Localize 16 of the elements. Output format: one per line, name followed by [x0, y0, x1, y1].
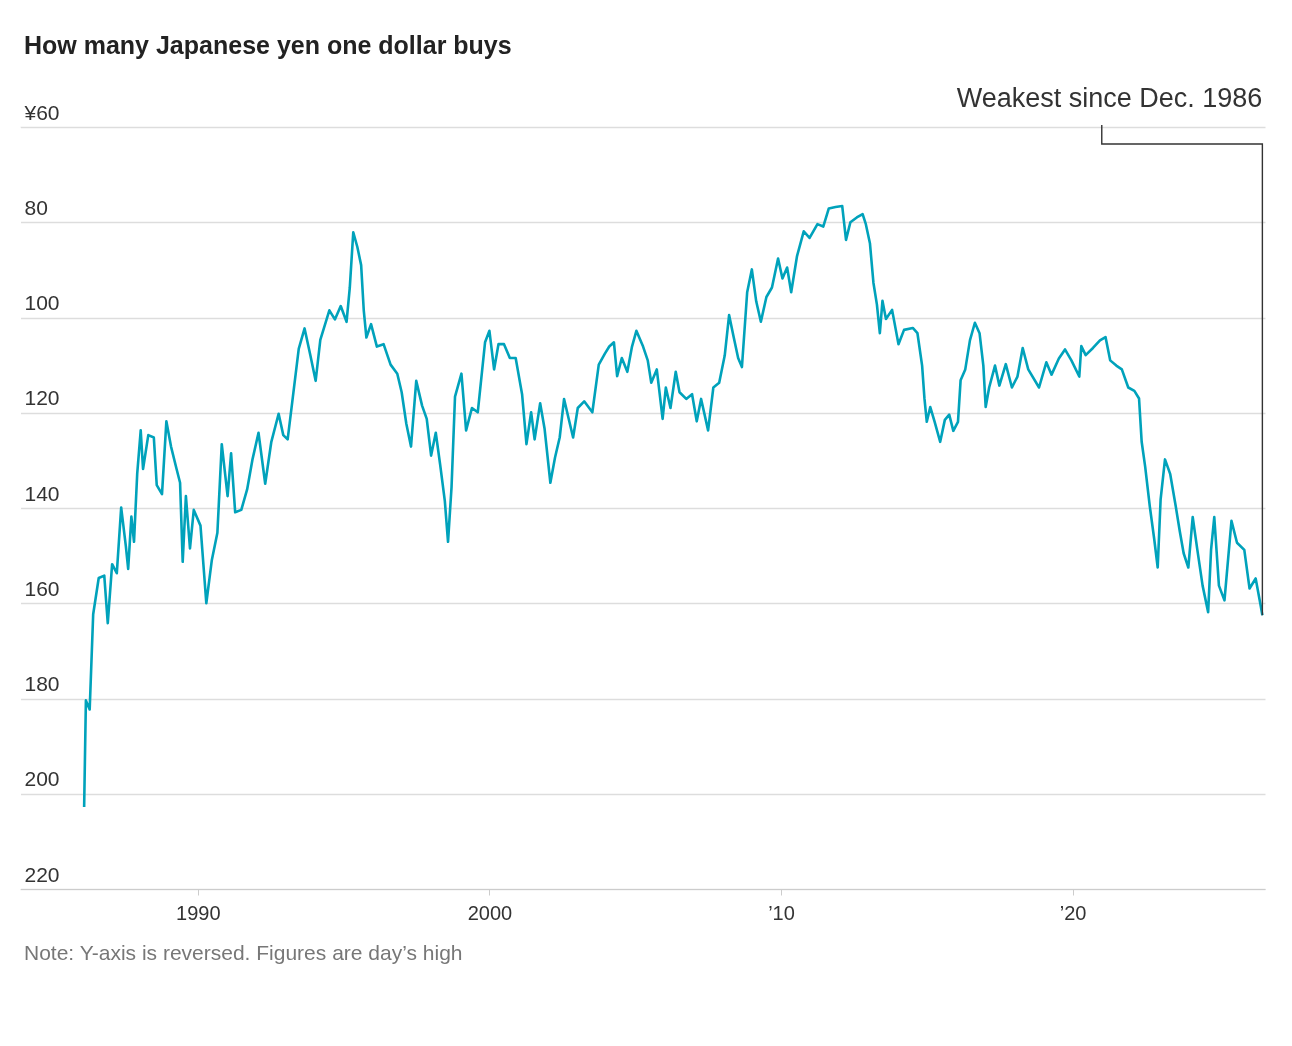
- y-tick-label: 80: [24, 195, 48, 219]
- x-tick-label: 2000: [467, 901, 513, 924]
- x-tick-label: 1990: [176, 901, 221, 924]
- x-tick-label: ’20: [1059, 901, 1087, 924]
- y-tick-label: 180: [24, 672, 60, 695]
- y-tick-label: 160: [24, 576, 60, 600]
- text: Note: Y-axis is reversed. Figures are day’s high: [24, 940, 464, 966]
- y-tick-label: 120: [24, 386, 60, 410]
- y-tick-label: ¥60: [23, 100, 60, 124]
- y-tick-label: 140: [24, 481, 60, 505]
- annotation: Weakest since Dec. 1986: [956, 83, 1263, 113]
- y-tick-label: 100: [24, 291, 60, 314]
- y-tick-label: 200: [24, 767, 60, 791]
- chart-title: How many Japanese yen one dollar buys: [24, 31, 512, 59]
- x-tick-label: ’10: [768, 901, 795, 924]
- y-tick-label: 220: [24, 862, 60, 886]
